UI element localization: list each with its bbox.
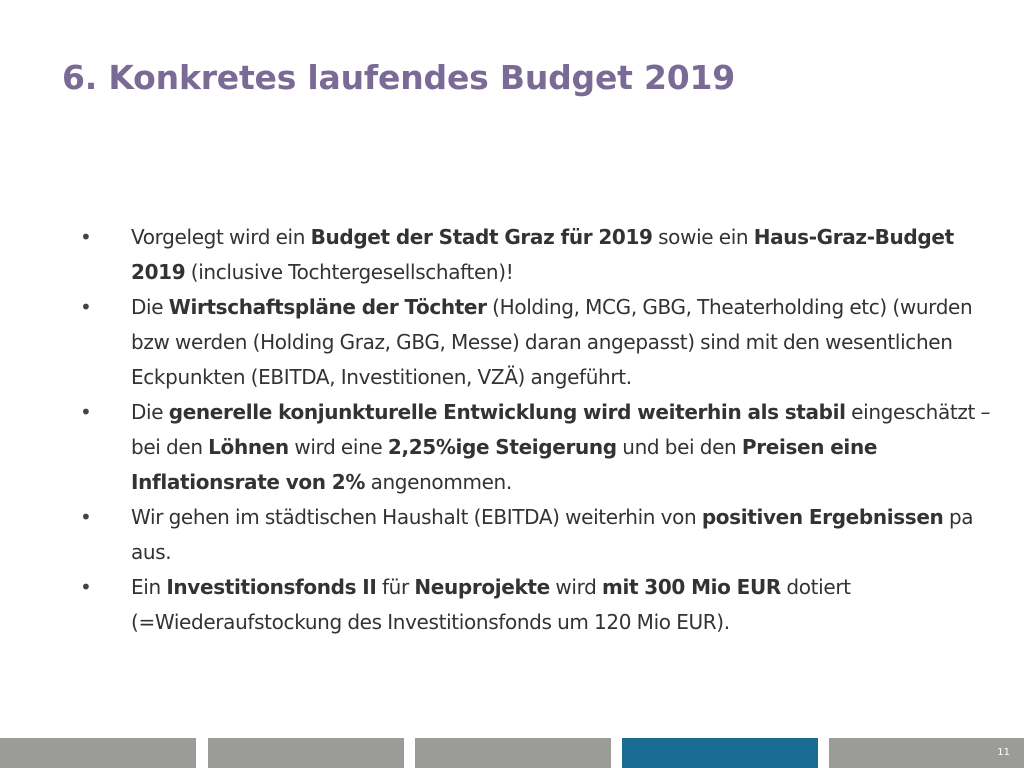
bold-text-run: Preisen eine Inflationsrate von 2% (131, 435, 878, 494)
bold-text-run: Wirtschaftspläne der Töchter (168, 295, 487, 319)
bullet-item-konjunktur: • Die generelle konjunkturelle Entwicklu… (80, 395, 1010, 500)
bullet-marker: • (80, 575, 92, 599)
bullet-marker: • (80, 505, 92, 529)
text-run: Die (131, 400, 169, 424)
bold-text-run: 2,25%ige Steigerung (387, 435, 617, 459)
text-run: angenommen. (365, 470, 513, 494)
bullet-item-haushalt: • Wir gehen im städtischen Haushalt (EBI… (80, 500, 1010, 570)
page-number: 11 (997, 747, 1010, 758)
footer-segment (415, 738, 611, 768)
bold-text-run: mit 300 Mio EUR (601, 575, 781, 599)
bold-text-run: Neuprojekte (414, 575, 550, 599)
text-run: sowie ein (652, 225, 754, 249)
bullet-text: Ein Investitionsfonds II für Neuprojekte… (131, 575, 851, 634)
bullet-list: • Vorgelegt wird ein Budget der Stadt Gr… (80, 220, 1010, 640)
text-run: und bei den (616, 435, 742, 459)
text-run: dotiert (=Wiederaufstockung des Investit… (131, 575, 851, 634)
text-run: Die (131, 295, 169, 319)
bullet-text: Wir gehen im städtischen Haushalt (EBITD… (131, 505, 974, 564)
text-run: (inclusive Tochtergesellschaften)! (185, 260, 514, 284)
bold-text-run: positiven Ergebnissen (701, 505, 944, 529)
text-run: wird (549, 575, 602, 599)
bullet-item-wirtschaftsplaene: • Die Wirtschaftspläne der Töchter (Hold… (80, 290, 1010, 395)
text-run: (Holding, MCG, GBG, Theaterholding etc) … (131, 295, 973, 389)
footer-segment-accent (622, 738, 818, 768)
text-run: Wir gehen im städtischen Haushalt (EBITD… (131, 505, 702, 529)
footer-segment: 11 (829, 738, 1024, 768)
bullet-text: Die Wirtschaftspläne der Töchter (Holdin… (131, 295, 973, 389)
text-run: Ein (131, 575, 167, 599)
bold-text-run: Investitionsfonds II (166, 575, 377, 599)
text-run: für (376, 575, 415, 599)
slide-title: 6. Konkretes laufendes Budget 2019 (62, 58, 736, 97)
text-run: wird eine (288, 435, 388, 459)
footer-bar: 11 (0, 738, 1024, 768)
bullet-marker: • (80, 400, 92, 424)
bullet-marker: • (80, 225, 92, 249)
bold-text-run: Haus-Graz-Budget 2019 (131, 225, 954, 284)
bold-text-run: Budget der Stadt Graz für 2019 (310, 225, 653, 249)
bullet-text: Die generelle konjunkturelle Entwicklung… (131, 400, 991, 494)
text-run: Vorgelegt wird ein (131, 225, 311, 249)
bullet-item-budget: • Vorgelegt wird ein Budget der Stadt Gr… (80, 220, 1010, 290)
footer-segment (0, 738, 196, 768)
bullet-marker: • (80, 295, 92, 319)
text-run: eingeschätzt – bei den (131, 400, 991, 459)
bold-text-run: generelle konjunkturelle Entwicklung wir… (168, 400, 846, 424)
bullet-text: Vorgelegt wird ein Budget der Stadt Graz… (131, 225, 954, 284)
bold-text-run: Löhnen (208, 435, 289, 459)
bullet-item-investitionsfonds: • Ein Investitionsfonds II für Neuprojek… (80, 570, 1010, 640)
footer-segment (208, 738, 404, 768)
text-run: pa aus. (131, 505, 974, 564)
